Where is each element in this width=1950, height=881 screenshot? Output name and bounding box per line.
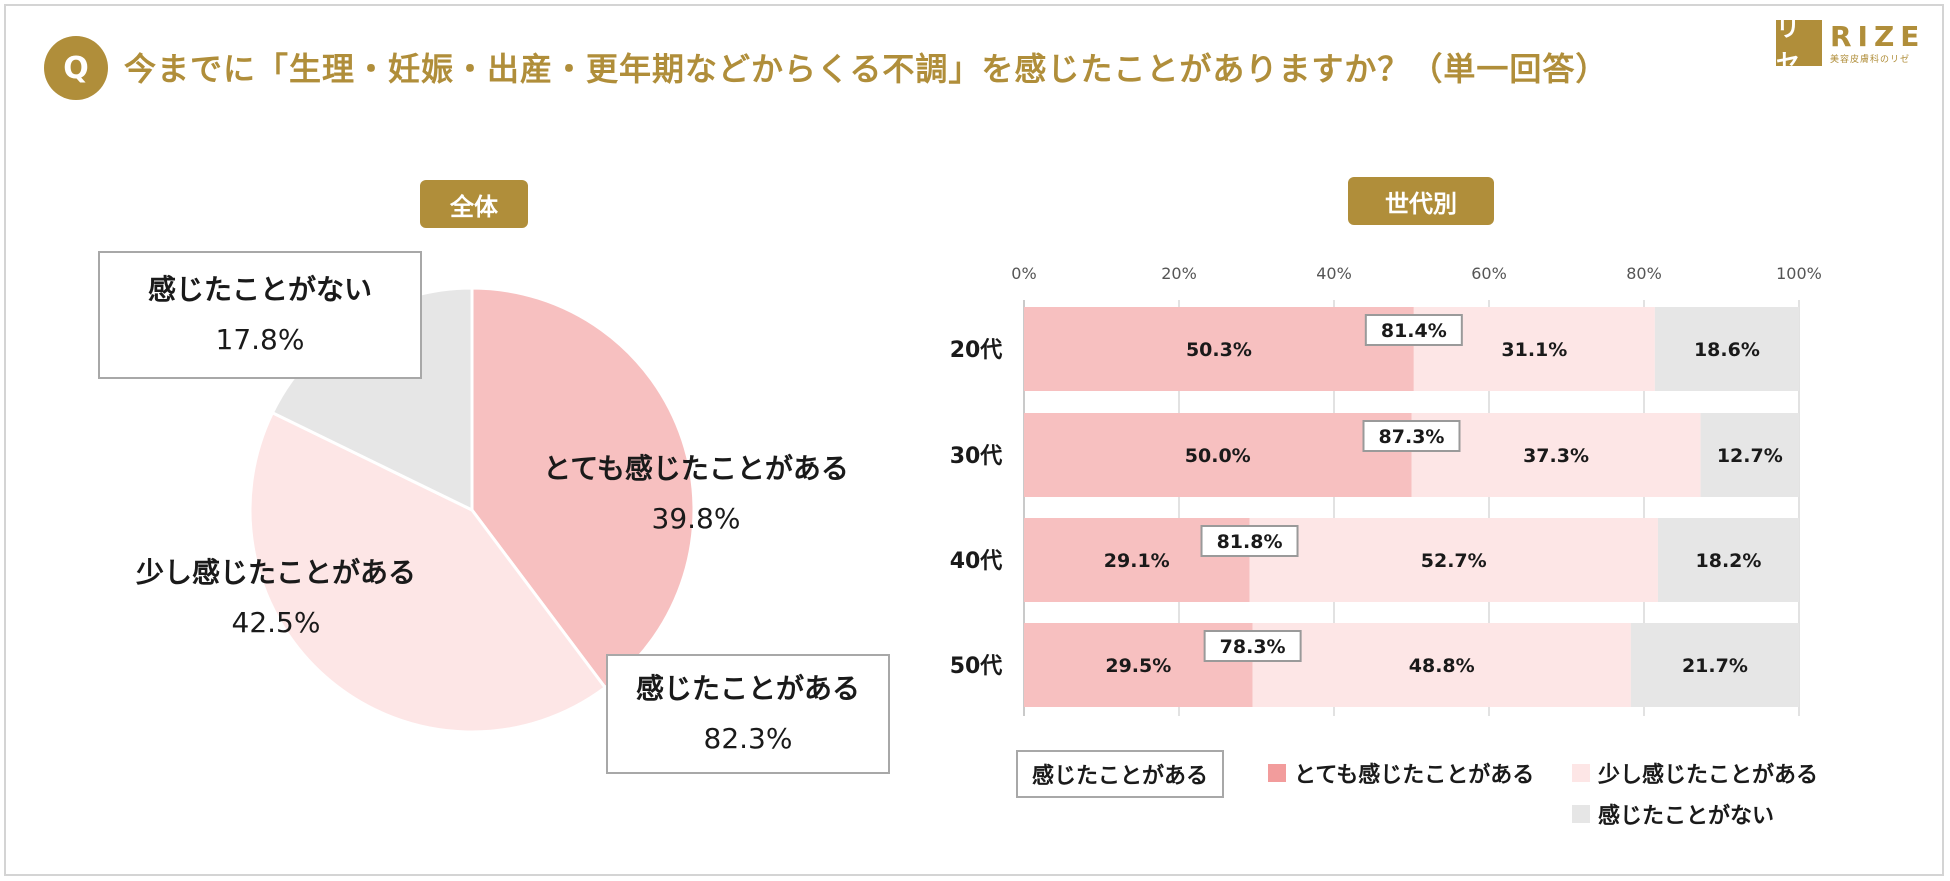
- x-tick-label: 60%: [1471, 264, 1507, 283]
- slide-frame: [4, 4, 1944, 876]
- legend-swatch-slight: [1572, 764, 1590, 782]
- total-label: 81.4%: [1381, 320, 1447, 342]
- total-label: 78.3%: [1220, 636, 1286, 658]
- data-label: 50.0%: [1185, 445, 1251, 467]
- x-tick-label: 80%: [1626, 264, 1662, 283]
- category-label: 20代: [950, 338, 1003, 363]
- pie-label-combined: 感じたことがある 82.3%: [606, 654, 890, 774]
- legend-label-none: 感じたことがない: [1598, 804, 1775, 829]
- data-label: 37.3%: [1523, 445, 1589, 467]
- data-label: 52.7%: [1421, 550, 1487, 572]
- legend-swatch-strong: [1268, 764, 1286, 782]
- category-label: 40代: [950, 549, 1003, 574]
- pie-chart-title: 全体: [420, 180, 528, 228]
- total-box: [1200, 525, 1299, 557]
- data-label: 48.8%: [1409, 655, 1475, 677]
- pie-label-combined-name: 感じたことがある: [635, 672, 860, 705]
- data-label: 18.6%: [1694, 339, 1760, 361]
- legend-label-slight: 少し感じたことがある: [1598, 763, 1819, 788]
- bar-segment: [1700, 413, 1799, 497]
- data-label: 21.7%: [1682, 655, 1748, 677]
- x-tick-label: 100%: [1776, 264, 1822, 283]
- pie-slice: [470, 286, 696, 690]
- legend-item-combined: 感じたことがある: [1016, 750, 1225, 798]
- pie-label-slight: 少し感じたことがある 42.5%: [116, 548, 436, 648]
- bar-segment: [1654, 307, 1799, 391]
- legend-combined-label: 感じたことがある: [1016, 750, 1225, 798]
- logo-text: RIZE 美容皮膚科のリゼ: [1830, 19, 1926, 65]
- data-label: 31.1%: [1501, 339, 1567, 361]
- logo-subtitle: 美容皮膚科のリゼ: [1830, 54, 1911, 65]
- data-label: 29.5%: [1105, 655, 1171, 677]
- data-label: 29.1%: [1104, 550, 1170, 572]
- pie-label-none-name: 感じたことがない: [147, 273, 372, 306]
- category-label: 50代: [950, 654, 1003, 679]
- question-badge: Q: [44, 36, 108, 100]
- legend-item-none: 感じたことがない: [1572, 798, 1774, 830]
- total-box: [1362, 420, 1461, 452]
- total-label: 81.8%: [1217, 531, 1283, 553]
- bar-segment: [1024, 307, 1414, 391]
- data-label: 50.3%: [1186, 339, 1252, 361]
- total-box: [1203, 630, 1302, 662]
- pie-label-slight-value: 42.5%: [231, 606, 321, 639]
- bar-segment: [1249, 518, 1658, 602]
- x-tick-label: 20%: [1161, 264, 1197, 283]
- legend-item-strong: とても感じたことがある: [1268, 757, 1534, 789]
- x-tick-label: 0%: [1011, 264, 1036, 283]
- legend-item-slight: 少し感じたことがある: [1572, 757, 1818, 789]
- legend-label-strong: とても感じたことがある: [1294, 763, 1535, 788]
- category-label: 30代: [950, 444, 1003, 469]
- question-title: 今までに「生理・妊娠・出産・更年期などからくる不調」を感じたことがありますか？（…: [124, 50, 1609, 88]
- total-label: 87.3%: [1379, 426, 1445, 448]
- legend-swatch-none: [1572, 805, 1590, 823]
- data-label: 18.2%: [1696, 550, 1762, 572]
- pie-label-strong: とても感じたことがある 39.8%: [524, 444, 868, 544]
- total-box: [1364, 314, 1463, 346]
- bar-segment: [1024, 413, 1412, 497]
- pie-label-none: 感じたことがない 17.8%: [98, 251, 422, 379]
- pie-slice: [248, 410, 608, 734]
- pie-label-slight-name: 少し感じたことがある: [135, 556, 416, 589]
- x-tick-label: 40%: [1316, 264, 1352, 283]
- pie-label-strong-value: 39.8%: [651, 502, 741, 535]
- bar-segment: [1252, 623, 1631, 707]
- logo-name: RIZE: [1830, 19, 1926, 53]
- bar-segment: [1630, 623, 1799, 707]
- data-label: 12.7%: [1717, 445, 1783, 467]
- pie-label-combined-value: 82.3%: [703, 722, 793, 755]
- bar-segment: [1657, 518, 1799, 602]
- pie-label-strong-name: とても感じたことがある: [543, 452, 849, 485]
- pie-label-none-value: 17.8%: [215, 323, 305, 356]
- bar-chart-title: 世代別: [1348, 177, 1494, 225]
